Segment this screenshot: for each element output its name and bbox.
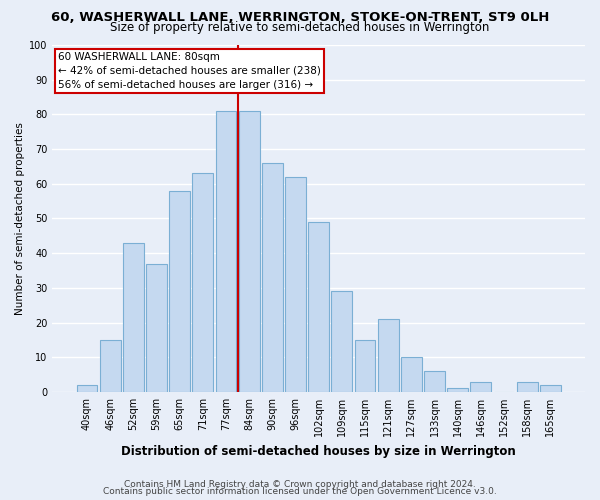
Bar: [470, 382, 491, 392]
X-axis label: Distribution of semi-detached houses by size in Werrington: Distribution of semi-detached houses by …: [121, 444, 516, 458]
Bar: [517, 382, 538, 392]
Bar: [193, 174, 213, 392]
Bar: [285, 177, 306, 392]
Bar: [77, 385, 97, 392]
Bar: [378, 319, 398, 392]
Bar: [146, 264, 167, 392]
Bar: [355, 340, 376, 392]
Bar: [169, 190, 190, 392]
Text: Contains public sector information licensed under the Open Government Licence v3: Contains public sector information licen…: [103, 488, 497, 496]
Bar: [424, 371, 445, 392]
Text: 60 WASHERWALL LANE: 80sqm
← 42% of semi-detached houses are smaller (238)
56% of: 60 WASHERWALL LANE: 80sqm ← 42% of semi-…: [58, 52, 320, 90]
Bar: [100, 340, 121, 392]
Text: Size of property relative to semi-detached houses in Werrington: Size of property relative to semi-detach…: [110, 21, 490, 34]
Bar: [262, 163, 283, 392]
Text: 60, WASHERWALL LANE, WERRINGTON, STOKE-ON-TRENT, ST9 0LH: 60, WASHERWALL LANE, WERRINGTON, STOKE-O…: [51, 11, 549, 24]
Bar: [239, 111, 260, 392]
Bar: [447, 388, 468, 392]
Text: Contains HM Land Registry data © Crown copyright and database right 2024.: Contains HM Land Registry data © Crown c…: [124, 480, 476, 489]
Bar: [123, 243, 144, 392]
Y-axis label: Number of semi-detached properties: Number of semi-detached properties: [15, 122, 25, 315]
Bar: [308, 222, 329, 392]
Bar: [331, 292, 352, 392]
Bar: [540, 385, 561, 392]
Bar: [401, 357, 422, 392]
Bar: [215, 111, 236, 392]
